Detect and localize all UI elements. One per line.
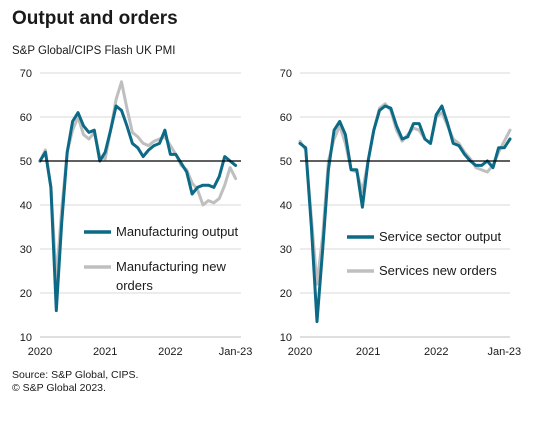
legend-label: Manufacturing new	[116, 259, 226, 274]
y-tick-label: 70	[20, 68, 32, 80]
y-tick-label: 50	[20, 156, 32, 168]
legend-label: Services new orders	[379, 263, 497, 278]
source-line: Source: S&P Global, CIPS.	[12, 369, 139, 381]
x-tick-label: Jan-23	[219, 346, 253, 358]
y-tick-label: 60	[280, 112, 292, 124]
source-note: Source: S&P Global, CIPS. © S&P Global 2…	[12, 369, 138, 395]
legend-label: Manufacturing output	[116, 224, 239, 239]
chart-svg: 10 20 30 40 50 60 70 2020 2021 2022 Jan-23 Service …	[280, 68, 522, 358]
y-tick-label: 40	[280, 200, 292, 212]
y-tick-label: 70	[280, 68, 292, 80]
y-tick-label: 20	[280, 288, 292, 300]
chart-subtitle: S&P Global/CIPS Flash UK PMI	[12, 45, 176, 57]
x-tick-label: 2022	[158, 346, 182, 358]
y-tick-label: 20	[20, 288, 32, 300]
x-tick-label: Jan-23	[488, 346, 522, 358]
series-line-new-orders	[38, 80, 238, 282]
y-tick-label: 30	[280, 244, 292, 256]
x-tick-label: 2021	[356, 346, 380, 358]
y-tick-label: 10	[20, 332, 32, 344]
x-tick-label: 2022	[424, 346, 448, 358]
y-tick-label: 30	[20, 244, 32, 256]
chart-title: Output and orders	[12, 8, 178, 29]
series-line-output	[298, 104, 512, 324]
y-tick-label: 10	[280, 332, 292, 344]
x-tick-label: 2021	[93, 346, 117, 358]
y-tick-label: 60	[20, 112, 32, 124]
legend-label: Service sector output	[379, 229, 502, 244]
x-tick-label: 2020	[28, 346, 52, 358]
copyright-line: © S&P Global 2023.	[12, 382, 106, 394]
manufacturing-chart: 10 20 30 40 50 60 70 2020 2021 2022 Jan-23 Manufact…	[20, 68, 253, 358]
chart-svg: 10 20 30 40 50 60 70 2020 2021 2022 Jan-23 Manufact…	[20, 68, 253, 358]
series-line-output	[38, 104, 238, 313]
y-tick-label: 50	[280, 156, 292, 168]
legend-label: orders	[116, 278, 153, 293]
series-line-new-orders	[298, 102, 512, 286]
x-tick-label: 2020	[288, 346, 312, 358]
services-chart: 10 20 30 40 50 60 70 2020 2021 2022 Jan-23 Service …	[271, 0, 542, 428]
y-tick-label: 40	[20, 200, 32, 212]
